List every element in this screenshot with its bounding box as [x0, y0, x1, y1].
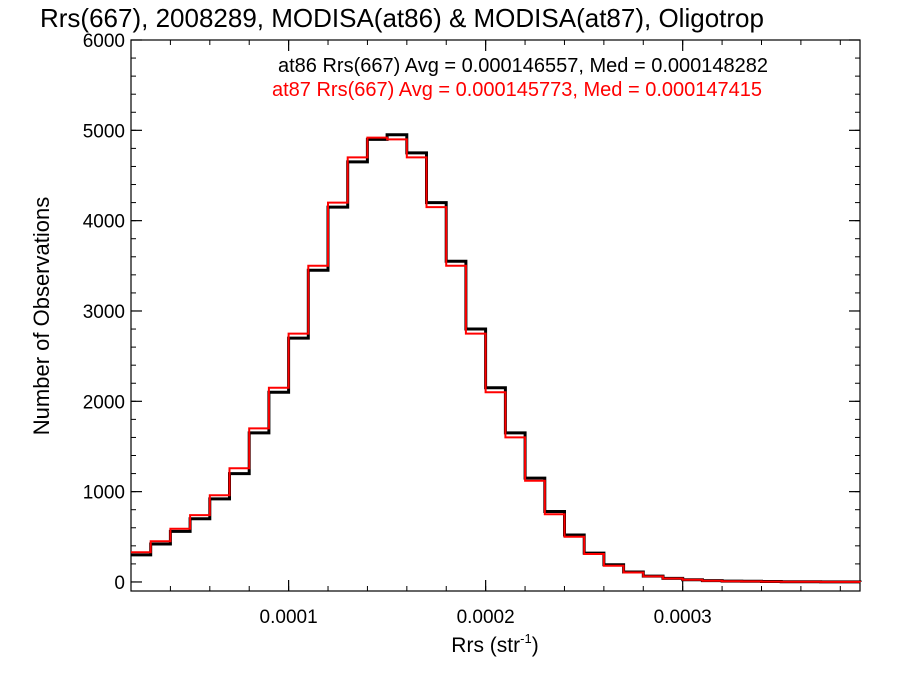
y-tick-label: 1000: [83, 483, 125, 504]
plot-area: 0.0001 0.0002 0.0003 0 1000 2000 3000 4000 5000 6…: [83, 31, 862, 628]
x-tick-label: 0.0001: [260, 607, 318, 628]
y-tick-label: 4000: [83, 212, 125, 233]
series-at86-histogram: [131, 133, 862, 584]
y-tick-label: 2000: [83, 392, 125, 413]
x-tick-label: 0.0002: [457, 607, 515, 628]
y-tick-label: 5000: [83, 121, 125, 142]
legend-entry-at86: at86 Rrs(667) Avg = 0.000146557, Med = 0…: [278, 55, 768, 77]
x-axis-label-exponent: -1: [520, 631, 532, 646]
series-at87-histogram: [131, 136, 861, 583]
plot-frame: [130, 39, 861, 592]
x-axis-label-close: ): [532, 634, 539, 657]
legend-entry-at87: at87 Rrs(667) Avg = 0.000145773, Med = 0…: [272, 79, 762, 101]
y-tick-label: 6000: [83, 31, 125, 52]
y-tick-label: 3000: [83, 302, 125, 323]
chart-title: Rrs(667), 2008289, MODISA(at86) & MODISA…: [40, 3, 764, 33]
x-tick-label: 0.0003: [654, 607, 712, 628]
y-axis-label: Number of Observations: [29, 197, 54, 435]
y-tick-label: 0: [114, 573, 125, 594]
x-axis-label-text: Rrs (str: [451, 634, 520, 657]
x-axis-label: Rrs (str-1): [451, 631, 538, 657]
